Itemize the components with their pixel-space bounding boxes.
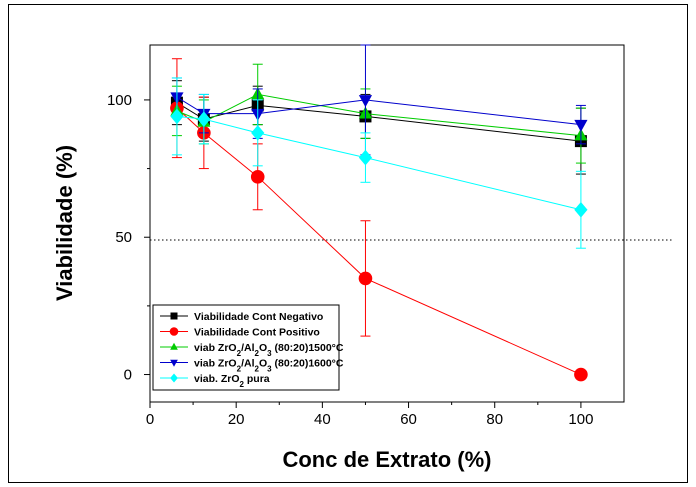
legend-marker: [169, 327, 179, 336]
legend-marker: [170, 373, 178, 383]
data-point: [358, 271, 373, 286]
series-line: [176, 93, 581, 137]
legend-entry: Viabilidade Cont Positivo: [194, 327, 320, 339]
x-tick-label: 40: [314, 411, 331, 428]
x-tick-label: 0: [146, 411, 154, 428]
legend-entry: viab ZrO2/Al2O3 (80:20)1500°C: [194, 342, 344, 358]
x-tick-label: 60: [400, 411, 417, 428]
series-0: [170, 80, 587, 175]
y-tick-label: 50: [115, 229, 132, 246]
series-4: [170, 77, 588, 249]
y-axis-title: Viabilidade (%): [52, 145, 77, 301]
y-tick-label: 0: [124, 367, 132, 384]
data-point: [574, 201, 588, 218]
x-tick-label: 20: [228, 411, 245, 428]
plot-area: [149, 44, 625, 403]
data-point: [574, 119, 588, 132]
data-point: [250, 170, 265, 184]
data-point: [358, 95, 373, 108]
legend-entry: Viabilidade Cont Negativo: [194, 311, 323, 323]
legend-entry: viab ZrO2/Al2O3 (80:20)1600°C: [194, 358, 344, 374]
data-point: [574, 367, 588, 382]
data-point: [251, 125, 265, 141]
y-tick-label: 100: [107, 92, 132, 109]
data-point: [358, 149, 373, 166]
series-line: [176, 115, 582, 211]
chart-frame: [8, 4, 688, 483]
series-line: [176, 102, 581, 142]
x-tick-label: 100: [568, 411, 593, 428]
x-tick-label: 80: [486, 411, 503, 428]
data-point: [170, 108, 184, 125]
legend-marker: [170, 359, 178, 367]
legend-marker: [170, 342, 178, 350]
x-axis-title: Conc de Extrato (%): [282, 447, 491, 472]
data-point: [197, 111, 211, 127]
legend-entry: viab. ZrO2 pura: [194, 373, 270, 389]
series-3: [170, 44, 588, 156]
legend-marker: [170, 312, 178, 320]
